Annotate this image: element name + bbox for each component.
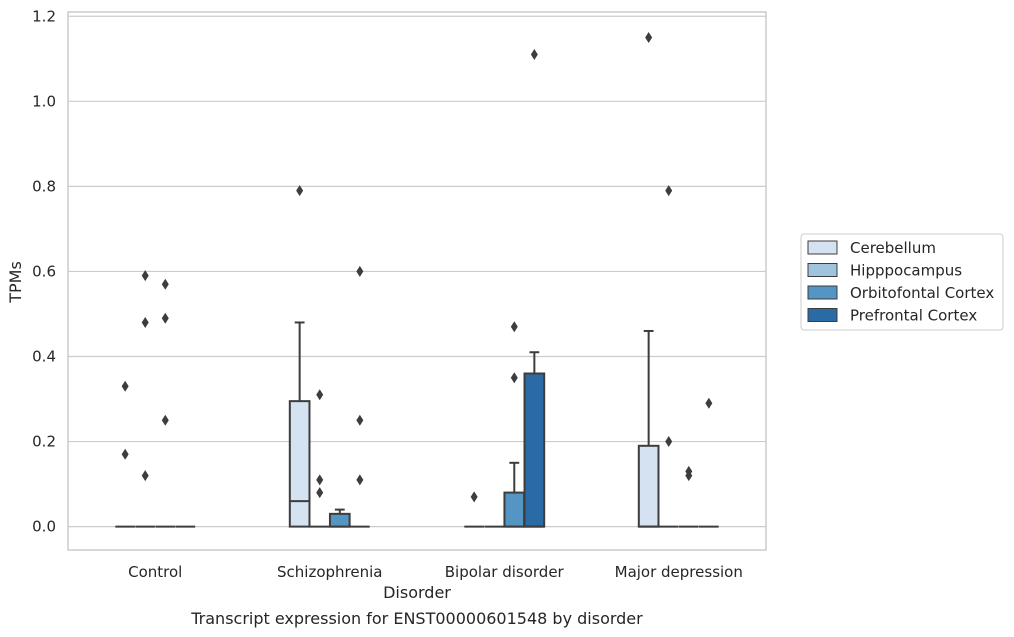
axes-frame [67, 11, 767, 551]
outlier-point [141, 316, 149, 328]
x-tick-label: Bipolar disorder [445, 563, 565, 581]
legend: Cerebellum Hipppocampus Orbitofontal Corte… [800, 233, 1004, 331]
outlier-point [141, 470, 149, 482]
outlier-point [665, 436, 673, 448]
y-tick-label: 0.0 [32, 518, 56, 536]
outlier-point [121, 380, 129, 392]
legend-swatch [807, 308, 838, 322]
box [523, 372, 546, 528]
legend-label: Prefrontal Cortex [850, 307, 977, 325]
outlier-point [510, 321, 518, 333]
outlier-point [470, 491, 478, 503]
y-tick-label: 0.4 [32, 347, 56, 365]
outlier-point [161, 278, 169, 290]
outlier-point [161, 312, 169, 324]
outlier-point [356, 474, 364, 486]
x-tick-label: Schizophrenia [277, 563, 382, 581]
y-tick-label: 0.2 [32, 433, 56, 451]
outlier-point [705, 397, 713, 409]
box [503, 491, 526, 528]
x-axis-ticks: Control Schizophrenia Bipolar disorder Majo… [128, 563, 743, 581]
outlier-point [141, 270, 149, 282]
y-tick-label: 1.0 [32, 92, 56, 110]
x-tick-label: Control [128, 563, 182, 581]
outlier-point [121, 448, 129, 460]
chart-caption: Transcript expression for ENST0000060154… [190, 609, 643, 628]
y-tick-label: 0.8 [32, 177, 56, 195]
boxes-layer [115, 321, 719, 528]
y-tick-label: 1.2 [32, 7, 56, 25]
x-tick-label: Major depression [615, 563, 743, 581]
outlier-point [685, 470, 693, 482]
y-tick-label: 0.6 [32, 262, 56, 280]
outlier-point [296, 185, 304, 197]
legend-frame [800, 233, 1004, 331]
legend-swatch [807, 285, 838, 300]
legend-swatch [807, 263, 838, 277]
legend-label: Hipppocampus [850, 262, 962, 280]
legend-label: Orbitofontal Cortex [850, 284, 994, 302]
y-axis-label: TPMs [6, 261, 25, 304]
legend-label: Cerebellum [850, 239, 936, 257]
outlier-point [665, 185, 673, 197]
outlier-point [356, 414, 364, 426]
outlier-point [356, 265, 364, 277]
box [637, 444, 660, 528]
outlier-point [645, 32, 653, 44]
outliers-layer [121, 32, 713, 503]
x-axis-label: Disorder [383, 583, 451, 602]
box [328, 512, 351, 528]
outlier-point [161, 414, 169, 426]
box [288, 400, 311, 528]
outlier-point [510, 372, 518, 384]
legend-swatch [807, 240, 838, 255]
outlier-point [316, 487, 324, 499]
grid-lines [68, 15, 766, 528]
outlier-point [316, 474, 324, 486]
outlier-point [530, 49, 538, 61]
y-axis-ticks: 0.0 0.2 0.4 0.6 0.8 1.0 1.2 [32, 7, 56, 535]
outlier-point [316, 389, 324, 401]
